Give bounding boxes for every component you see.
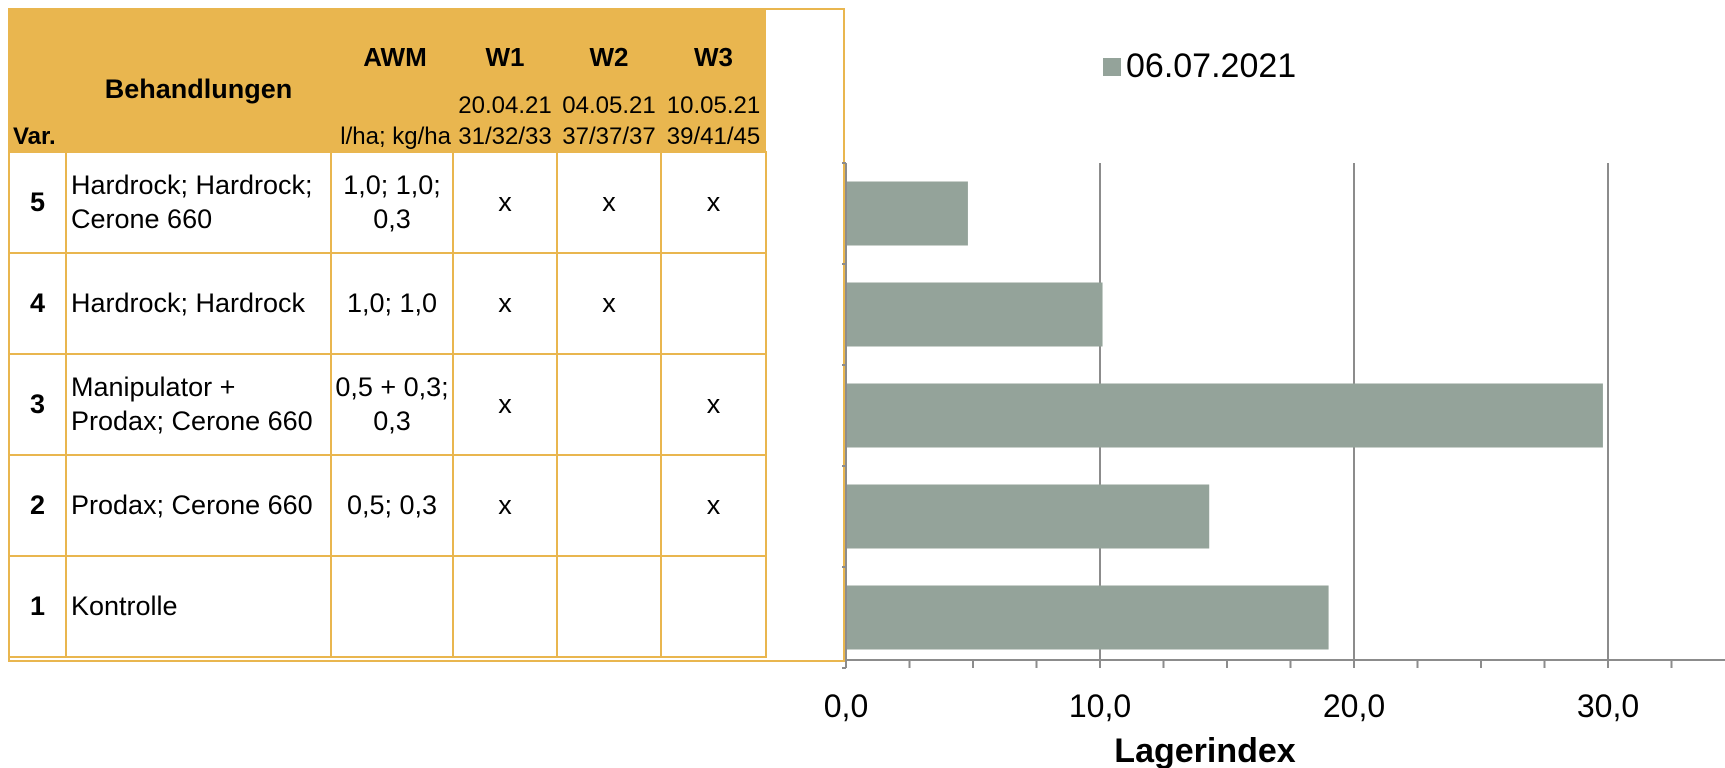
awm-cell: 0,5; 0,3 (330, 454, 454, 557)
var-cell: 5 (8, 151, 67, 254)
header-treatments-label: Behandlungen (104, 74, 293, 104)
header-awm-label: AWM (363, 42, 427, 72)
w3-cell: x (660, 353, 767, 456)
w1-cell: x (452, 353, 558, 456)
table-row: 1 Kontrolle (8, 555, 767, 658)
w1-cell: x (452, 151, 558, 254)
header-w3-date: 10.05.21 (666, 92, 761, 119)
table-row: 4 Hardrock; Hardrock 1,0; 1,0 x x (8, 252, 767, 355)
table-row: 5 Hardrock; Hardrock; Cerone 660 1,0; 1,… (8, 151, 767, 254)
x-tick-label: 20,0 (1323, 688, 1385, 724)
header-var-cell: Var. (9, 8, 66, 152)
awm-cell: 1,0; 1,0; 0,3 (330, 151, 454, 254)
w1-cell (452, 555, 558, 658)
bar-var-1 (847, 585, 1329, 650)
header-w3-bbch: 39/41/45 (666, 123, 761, 150)
var-cell: 4 (8, 252, 67, 355)
header-w2-cell: W2 04.05.21 37/37/37 (557, 8, 661, 152)
awm-cell (330, 555, 454, 658)
header-w1-label: W1 (485, 42, 525, 72)
header-awm-unit: l/ha; kg/ha (340, 123, 451, 150)
treatment-cell: Hardrock; Hardrock (65, 252, 332, 355)
treatment-cell: Manipulator + Prodax; Cerone 660 (65, 353, 332, 456)
w2-cell: x (556, 252, 662, 355)
awm-cell: 1,0; 1,0 (330, 252, 454, 355)
legend-swatch (1103, 58, 1121, 76)
bar-var-3 (847, 383, 1603, 448)
w2-cell: x (556, 151, 662, 254)
x-axis-title: Lagerindex (1114, 732, 1295, 768)
w1-cell: x (452, 454, 558, 557)
table-row: 2 Prodax; Cerone 660 0,5; 0,3 x x (8, 454, 767, 557)
awm-cell: 0,5 + 0,3; 0,3 (330, 353, 454, 456)
w2-cell (556, 454, 662, 557)
w3-cell: x (660, 454, 767, 557)
bar-var-5 (847, 181, 968, 246)
var-cell: 1 (8, 555, 67, 658)
treatment-cell: Kontrolle (65, 555, 332, 658)
header-w2-date: 04.05.21 (562, 92, 656, 119)
w3-cell (660, 555, 767, 658)
w3-cell: x (660, 151, 767, 254)
header-w1-bbch: 31/32/33 (458, 123, 552, 150)
treatment-cell: Prodax; Cerone 660 (65, 454, 332, 557)
w1-cell: x (452, 252, 558, 355)
header-w3-cell: W3 10.05.21 39/41/45 (661, 8, 766, 152)
var-cell: 2 (8, 454, 67, 557)
header-w2-bbch: 37/37/37 (562, 123, 656, 150)
header-awm-cell: AWM l/ha; kg/ha (331, 8, 453, 152)
header-w3-label: W3 (694, 42, 733, 72)
x-tick-label: 0,0 (824, 688, 868, 724)
bar-var-2 (847, 484, 1210, 549)
x-tick-label: 30,0 (1577, 688, 1639, 724)
w2-cell (556, 555, 662, 658)
header-w1-date: 20.04.21 (458, 92, 552, 119)
treatment-table: Var. Behandlungen AWM l/ha; kg/ha W1 20.… (8, 8, 767, 658)
table-row: 3 Manipulator + Prodax; Cerone 660 0,5 +… (8, 353, 767, 456)
legend-label: 06.07.2021 (1126, 47, 1296, 85)
header-w2-label: W2 (589, 42, 629, 72)
treatment-cell: Hardrock; Hardrock; Cerone 660 (65, 151, 332, 254)
w3-cell (660, 252, 767, 355)
table-header-row: Var. Behandlungen AWM l/ha; kg/ha W1 20.… (9, 8, 766, 152)
w2-cell (556, 353, 662, 456)
x-tick-label: 10,0 (1069, 688, 1131, 724)
header-w1-cell: W1 20.04.21 31/32/33 (453, 8, 557, 152)
var-cell: 3 (8, 353, 67, 456)
header-treatments-cell: Behandlungen (66, 8, 331, 152)
bar-var-4 (847, 282, 1103, 347)
header-var-label: Var. (13, 123, 56, 150)
